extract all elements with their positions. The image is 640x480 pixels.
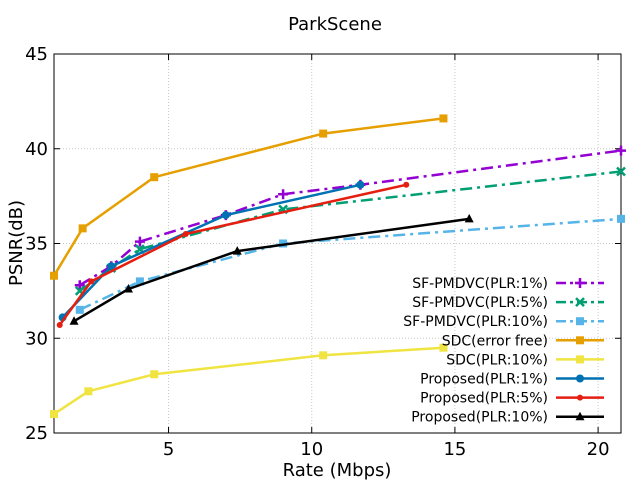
y-tick-label: 35 <box>25 234 48 255</box>
plus-marker <box>74 280 85 291</box>
triangle-marker <box>464 213 474 223</box>
legend-label: Proposed(PLR:1%) <box>420 372 548 388</box>
dot-marker <box>577 394 583 401</box>
legend-label: SF-PMDVC(PLR:10%) <box>403 314 548 330</box>
x-tick-label: 5 <box>163 439 174 460</box>
square-marker <box>576 317 584 326</box>
series-line <box>79 170 622 292</box>
circle-marker <box>356 180 365 189</box>
y-tick-label: 30 <box>25 328 48 349</box>
circle-marker <box>221 211 230 220</box>
series-line <box>53 346 444 416</box>
legend-label: Proposed(PLR:10%) <box>411 410 548 426</box>
square-marker <box>50 410 58 419</box>
circle-marker <box>107 262 116 271</box>
square-marker <box>75 305 84 314</box>
dot-marker <box>182 231 189 238</box>
square-marker <box>78 224 87 233</box>
series-proposed-plr-1 <box>58 180 365 322</box>
legend: SF-PMDVC(PLR:1%) SF-PMDVC(PLR:5%) SF-PMDVC… <box>403 276 604 426</box>
x-marker <box>575 297 585 307</box>
series-line <box>61 183 361 319</box>
dot-marker <box>403 181 410 188</box>
square-marker <box>150 370 159 379</box>
square-marker <box>50 271 58 280</box>
legend-label: SF-PMDVC(PLR:1%) <box>412 276 548 292</box>
plus-marker <box>616 145 626 156</box>
axes: 5 10 15 20 25 30 35 40 45 <box>25 44 621 460</box>
series-sdc-error-free <box>50 114 448 280</box>
plus-marker <box>278 189 289 200</box>
series-sdc-plr-10 <box>50 343 448 419</box>
x-axis-label: Rate (Mbps) <box>283 460 392 480</box>
series-sf-pmdvc-plr-1 <box>74 145 626 291</box>
legend-entry: SDC(error free) <box>442 333 604 349</box>
plus-marker <box>134 236 145 247</box>
series-line <box>58 183 407 326</box>
y-tick-label: 40 <box>25 139 48 160</box>
x-tick-label: 15 <box>443 439 466 460</box>
legend-entry: SF-PMDVC(PLR:5%) <box>412 295 604 311</box>
series-proposed-plr-5 <box>56 181 410 328</box>
square-marker <box>319 351 328 360</box>
legend-label: SDC(error free) <box>442 333 548 349</box>
legend-label: Proposed(PLR:5%) <box>420 391 548 407</box>
series-line <box>79 217 622 311</box>
x-marker <box>616 166 626 177</box>
square-marker <box>439 114 448 123</box>
legend-entry: Proposed(PLR:10%) <box>411 410 604 426</box>
legend-entry: SDC(PLR:10%) <box>446 352 604 368</box>
series-line <box>79 149 622 287</box>
plus-marker <box>575 278 585 288</box>
dot-marker <box>56 321 63 328</box>
x-tick-label: 20 <box>587 439 610 460</box>
y-axis-label: PSNR(dB) <box>6 200 27 286</box>
square-marker <box>617 214 625 223</box>
triangle-marker <box>69 316 79 325</box>
series-line <box>73 217 470 323</box>
y-tick-label: 45 <box>25 44 48 65</box>
square-marker <box>576 336 584 345</box>
dot-marker <box>88 278 95 285</box>
triangle-marker <box>575 411 585 421</box>
square-marker <box>439 343 448 352</box>
x-tick-label: 10 <box>300 439 323 460</box>
square-marker <box>84 387 93 396</box>
square-marker <box>319 129 328 138</box>
circle-marker <box>576 374 584 383</box>
square-marker <box>150 173 159 182</box>
triangle-marker <box>232 246 242 255</box>
legend-entry: Proposed(PLR:5%) <box>420 391 604 407</box>
legend-label: SF-PMDVC(PLR:5%) <box>412 295 548 311</box>
legend-entry: SF-PMDVC(PLR:1%) <box>412 276 604 292</box>
legend-entry: SF-PMDVC(PLR:10%) <box>403 314 604 330</box>
square-marker <box>576 355 584 364</box>
y-tick-label: 25 <box>25 423 48 444</box>
legend-entry: Proposed(PLR:1%) <box>420 372 604 388</box>
legend-label: SDC(PLR:10%) <box>446 352 548 368</box>
chart-title: ParkScene <box>288 14 382 35</box>
triangle-marker <box>123 283 133 293</box>
series-proposed-plr-10 <box>69 213 474 325</box>
square-marker <box>135 277 144 286</box>
series-layer <box>50 114 626 419</box>
